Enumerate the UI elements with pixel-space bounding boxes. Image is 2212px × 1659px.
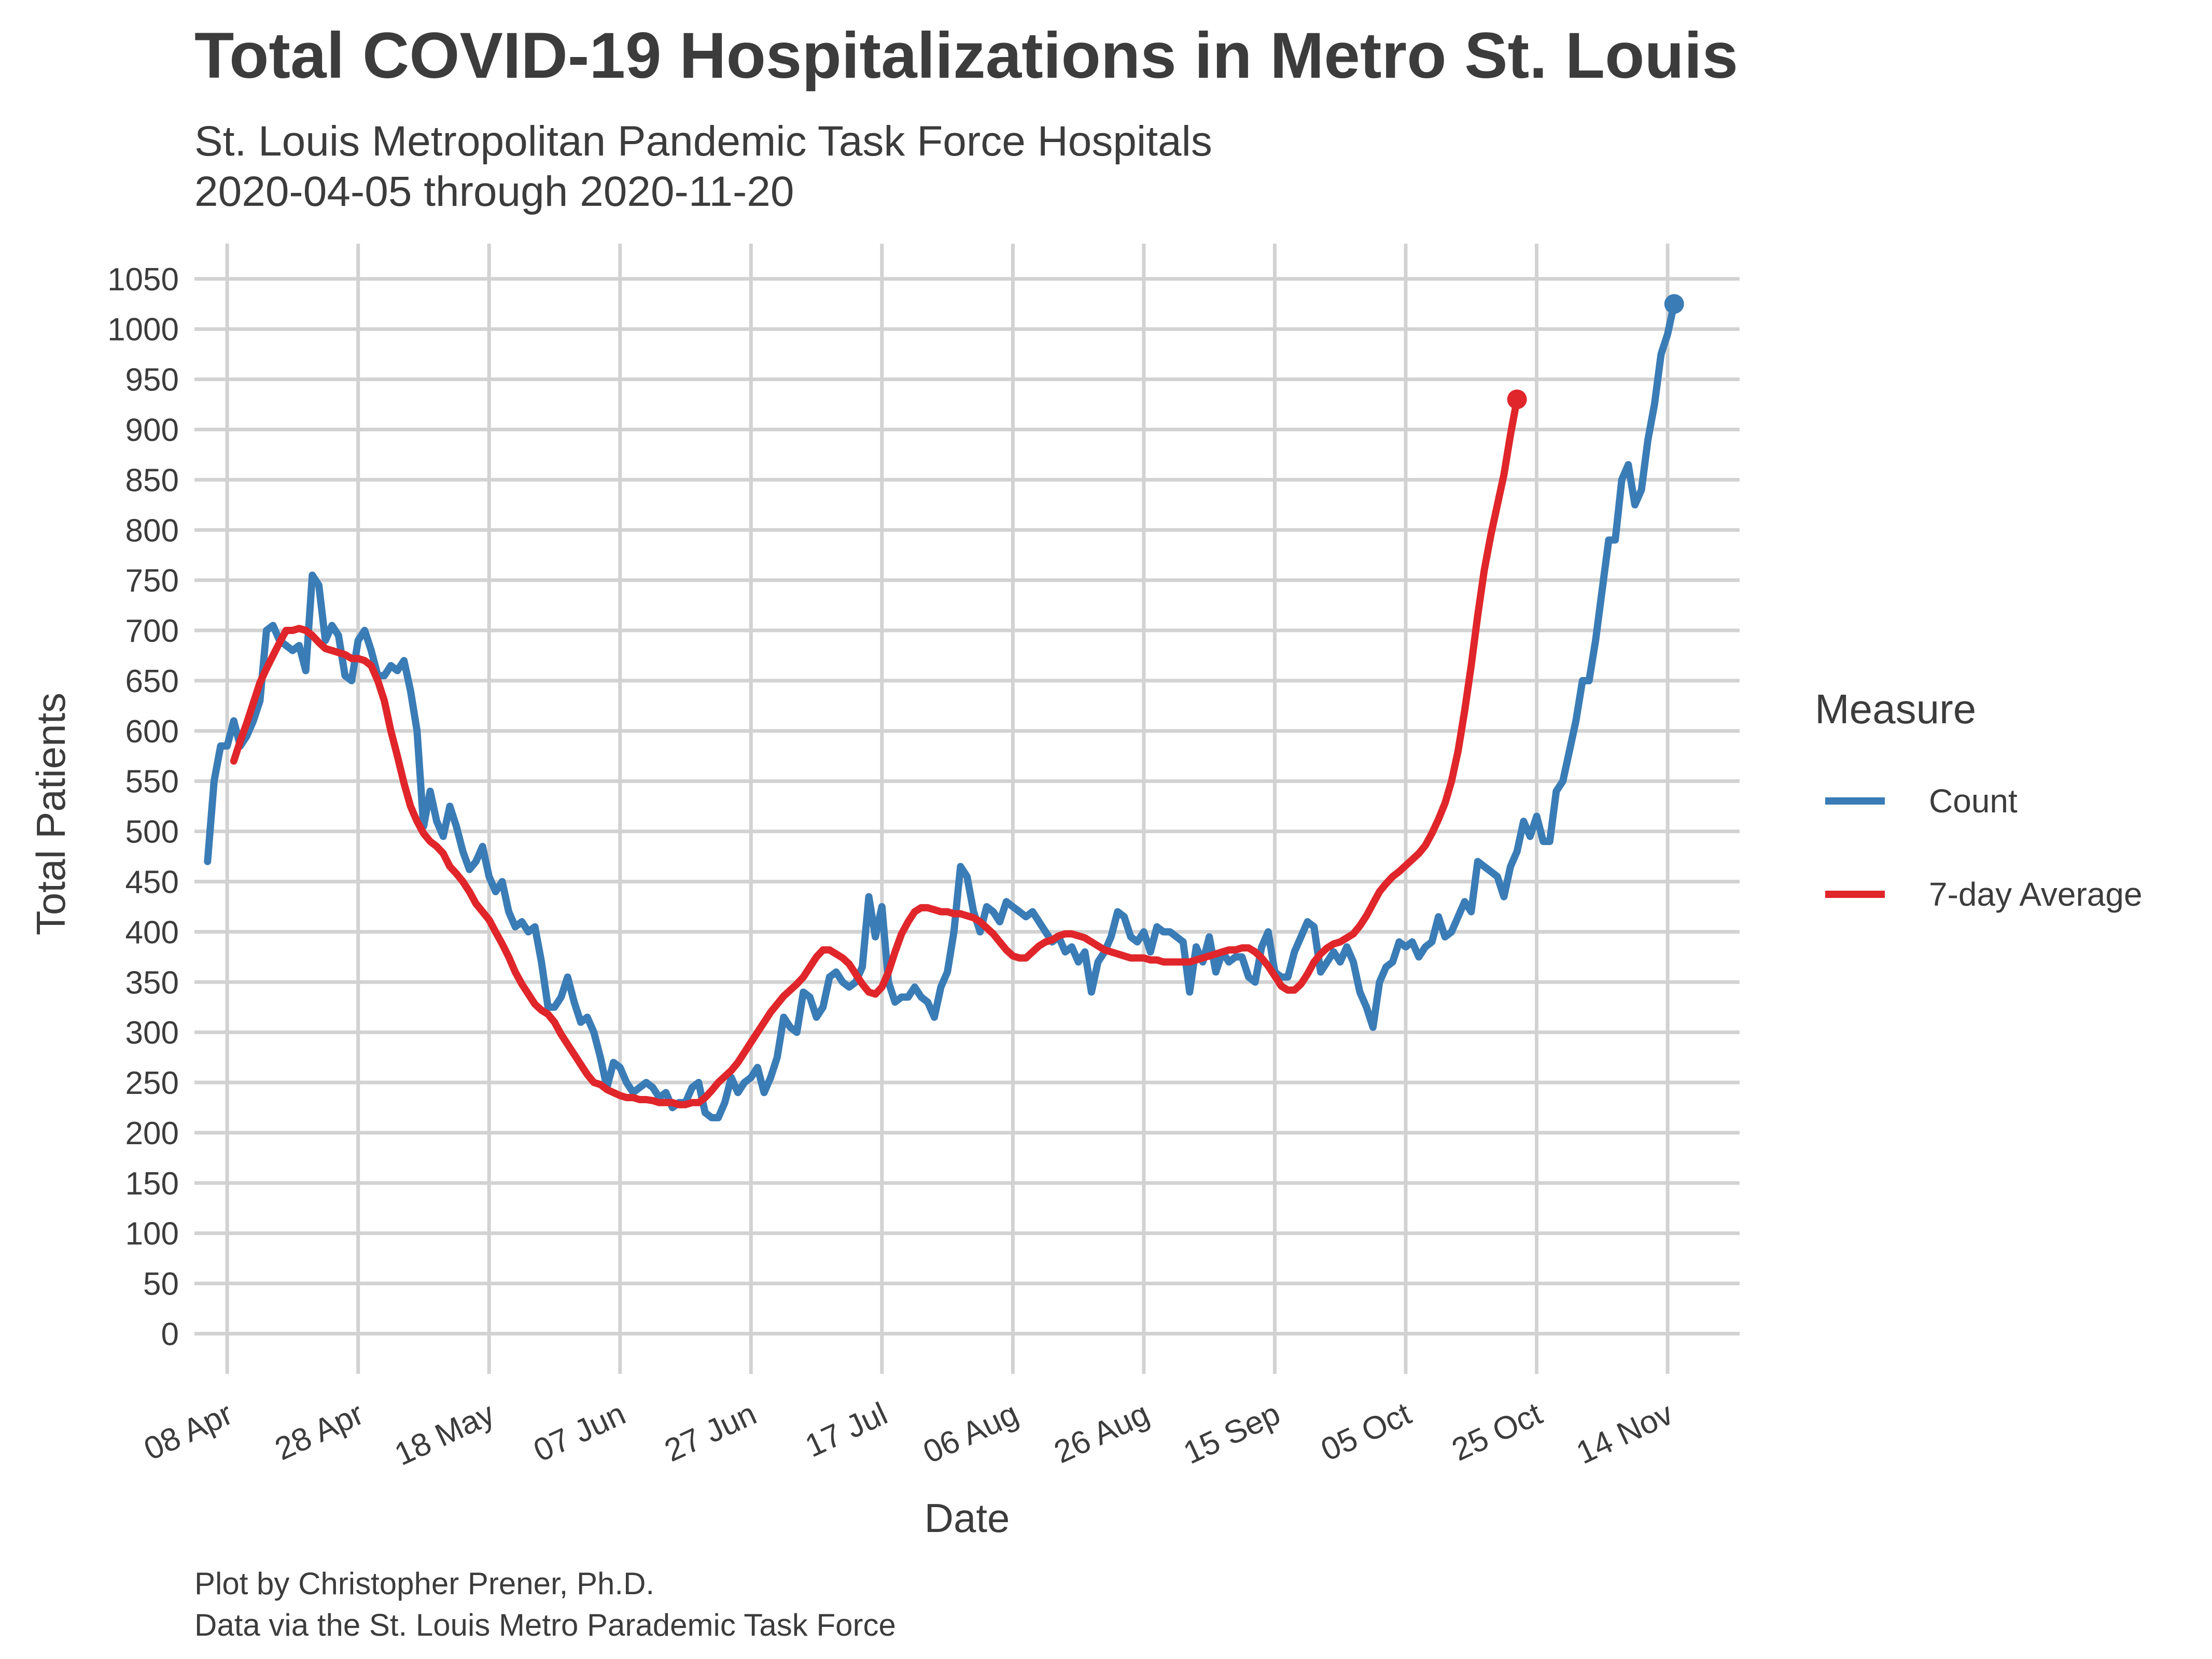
x-tick-label-28-apr: 28 Apr xyxy=(270,1396,369,1467)
chart-subtitle-line-2: 2020-04-05 through 2020-11-20 xyxy=(194,168,794,215)
x-tick-label-15-sep: 15 Sep xyxy=(1178,1396,1285,1471)
x-tick-label-07-jun: 07 Jun xyxy=(528,1396,631,1469)
series-endpoint-7-day-average xyxy=(1507,389,1527,410)
x-axis-title: Date xyxy=(925,1495,1010,1541)
y-tick-label-900: 900 xyxy=(125,412,179,448)
x-tick-label-18-may: 18 May xyxy=(389,1396,500,1472)
y-tick-label-1050: 1050 xyxy=(107,262,179,298)
legend: Measure Count 7-day Average xyxy=(1815,686,2143,913)
x-tick-label-08-apr: 08 Apr xyxy=(138,1396,238,1467)
chart-subtitle-line-1: St. Louis Metropolitan Pandemic Task For… xyxy=(194,118,1212,165)
x-tick-label-17-jul: 17 Jul xyxy=(800,1396,893,1464)
legend-title: Measure xyxy=(1815,686,1976,732)
x-tick-label-14-nov: 14 Nov xyxy=(1571,1396,1678,1471)
caption-line-2: Data via the St. Louis Metro Parademic T… xyxy=(194,1608,896,1642)
x-tick-label-27-jun: 27 Jun xyxy=(659,1396,762,1469)
grid-lines xyxy=(194,244,1740,1374)
series-line-count xyxy=(204,300,1678,1121)
y-tick-label-850: 850 xyxy=(125,462,179,498)
y-tick-label-50: 50 xyxy=(143,1267,179,1302)
y-tick-label-200: 200 xyxy=(125,1116,179,1151)
y-tick-label-600: 600 xyxy=(125,714,179,750)
x-tick-label-26-aug: 26 Aug xyxy=(1049,1396,1155,1470)
y-tick-label-100: 100 xyxy=(125,1216,179,1252)
y-tick-label-700: 700 xyxy=(125,613,179,649)
y-tick-label-750: 750 xyxy=(125,563,179,599)
y-tick-label-800: 800 xyxy=(125,513,179,549)
caption-line-1: Plot by Christopher Prener, Ph.D. xyxy=(194,1566,654,1601)
x-axis-tick-labels: 08 Apr 28 Apr 18 May 07 Jun 27 Jun 17 Jul 06 A… xyxy=(138,1396,1678,1472)
chart-title: Total COVID-19 Hospitalizations in Metro… xyxy=(194,20,1738,92)
x-tick-label-06-aug: 06 Aug xyxy=(918,1396,1024,1470)
y-tick-label-550: 550 xyxy=(125,764,179,800)
y-tick-label-350: 350 xyxy=(125,965,179,1001)
data-series xyxy=(204,294,1684,1121)
y-tick-label-500: 500 xyxy=(125,814,179,850)
y-tick-label-400: 400 xyxy=(125,915,179,950)
series-endpoint-count xyxy=(1664,294,1684,314)
y-axis-tick-labels: 0 50 100 150 200 250 300 350 400 450 500 550 600 650 7… xyxy=(107,262,179,1353)
y-tick-label-950: 950 xyxy=(125,362,179,398)
y-tick-label-250: 250 xyxy=(125,1065,179,1101)
y-tick-label-450: 450 xyxy=(125,864,179,900)
y-tick-label-0: 0 xyxy=(161,1316,179,1352)
y-axis-title: Total Patients xyxy=(28,693,74,935)
y-tick-label-150: 150 xyxy=(125,1166,179,1202)
x-tick-label-25-oct: 25 Oct xyxy=(1447,1396,1548,1468)
legend-label-7-day-average: 7-day Average xyxy=(1929,876,2143,913)
y-tick-label-300: 300 xyxy=(125,1015,179,1051)
x-tick-label-05-oct: 05 Oct xyxy=(1315,1396,1417,1468)
legend-label-count: Count xyxy=(1929,782,2018,820)
y-tick-label-650: 650 xyxy=(125,664,179,699)
y-tick-label-1000: 1000 xyxy=(107,312,179,348)
series-line-7-day-average xyxy=(230,396,1521,1108)
